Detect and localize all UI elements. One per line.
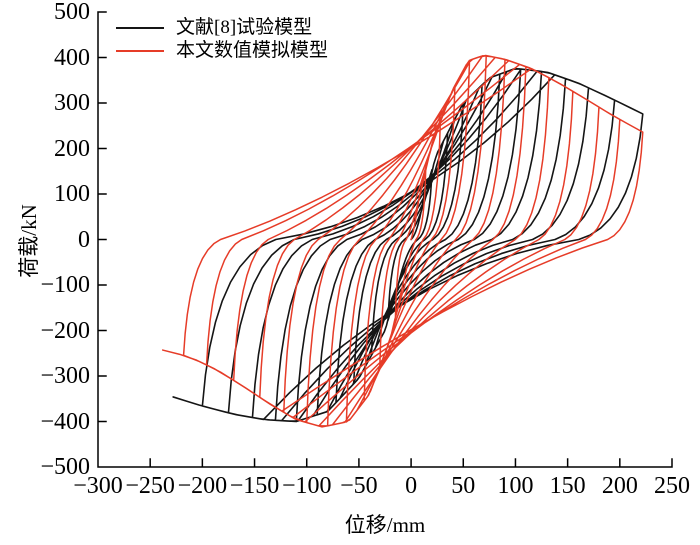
y-tick-label: 300 bbox=[54, 90, 90, 116]
x-tick-label: 100 bbox=[497, 473, 534, 499]
legend-label-simulation-model: 本文数值模拟模型 bbox=[176, 40, 329, 61]
legend: 文献[8]试验模型 本文数值模拟模型 bbox=[116, 16, 328, 62]
y-tick-label: 400 bbox=[54, 44, 90, 71]
y-tick-label: −500 bbox=[40, 454, 90, 480]
legend-item-test-model: 文献[8]试验模型 bbox=[116, 16, 328, 39]
x-tick-label: −150 bbox=[229, 473, 280, 499]
legend-item-simulation-model: 本文数值模拟模型 bbox=[116, 39, 328, 62]
x-tick-label: 50 bbox=[451, 473, 476, 499]
x-tick-label: −50 bbox=[340, 473, 378, 499]
x-tick-label: 250 bbox=[654, 473, 690, 499]
x-tick-label: −250 bbox=[125, 473, 175, 499]
legend-line-red-icon bbox=[116, 49, 164, 52]
y-tick-label: 100 bbox=[54, 181, 90, 207]
y-axis-title: 荷载/kN bbox=[17, 204, 41, 278]
x-tick-label: −200 bbox=[177, 473, 228, 499]
x-tick-label: 200 bbox=[601, 473, 638, 499]
y-tick-label: −300 bbox=[40, 363, 90, 389]
y-tick-label: 500 bbox=[54, 0, 90, 25]
y-tick-label: 0 bbox=[78, 226, 90, 253]
x-tick-label: −100 bbox=[281, 473, 332, 499]
y-tick-label: 200 bbox=[54, 135, 90, 162]
y-tick-label: −200 bbox=[40, 317, 90, 344]
x-tick-label: 150 bbox=[549, 473, 586, 499]
legend-label-test-model: 文献[8]试验模型 bbox=[176, 17, 313, 38]
y-tick-label: −400 bbox=[40, 408, 90, 435]
y-tick-label: −100 bbox=[40, 272, 90, 298]
x-tick-label: −300 bbox=[73, 473, 123, 499]
x-tick-label: 0 bbox=[405, 473, 418, 499]
legend-line-black-icon bbox=[116, 26, 164, 29]
x-axis-title: 位移/mm bbox=[344, 513, 426, 537]
